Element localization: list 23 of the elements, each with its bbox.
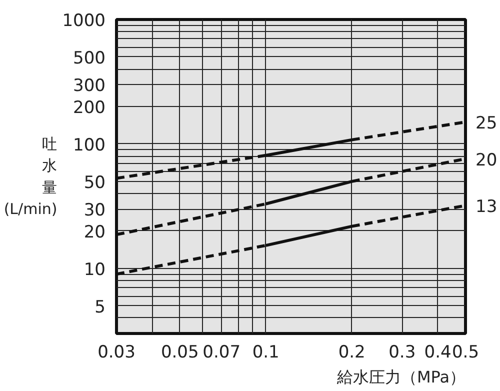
y-axis-title: 吐水量 (L/min) bbox=[4, 135, 58, 218]
x-tick-label: 0.1 bbox=[252, 342, 280, 362]
series-label: 20 bbox=[476, 150, 498, 170]
x-tick-label: 0.07 bbox=[202, 342, 241, 362]
x-tick-label: 0.2 bbox=[338, 342, 366, 362]
x-tick-label: 0.3 bbox=[388, 342, 416, 362]
y-tick-label: 30 bbox=[84, 200, 106, 221]
x-tick-label: 0.4 bbox=[424, 342, 452, 362]
x-tick-label: 0.03 bbox=[98, 342, 136, 362]
y-tick-label: 500 bbox=[73, 48, 106, 68]
series-label: 13 bbox=[476, 197, 498, 218]
y-tick-label: 20 bbox=[84, 222, 106, 242]
y-tick-label: 50 bbox=[84, 172, 106, 193]
y-tick-label: 1000 bbox=[62, 11, 106, 31]
y-tick-label: 300 bbox=[73, 76, 106, 96]
series-label: 25 bbox=[476, 114, 498, 134]
x-axis-title: 給水圧力（MPa） bbox=[336, 368, 466, 386]
y-tick-label: 10 bbox=[84, 260, 106, 280]
y-tick-label: 200 bbox=[73, 98, 106, 118]
y-tick-label: 5 bbox=[94, 297, 106, 318]
x-tick-label: 0.5 bbox=[452, 342, 480, 362]
x-tick-label: 0.05 bbox=[160, 342, 199, 362]
y-tick-label: 100 bbox=[73, 135, 106, 156]
